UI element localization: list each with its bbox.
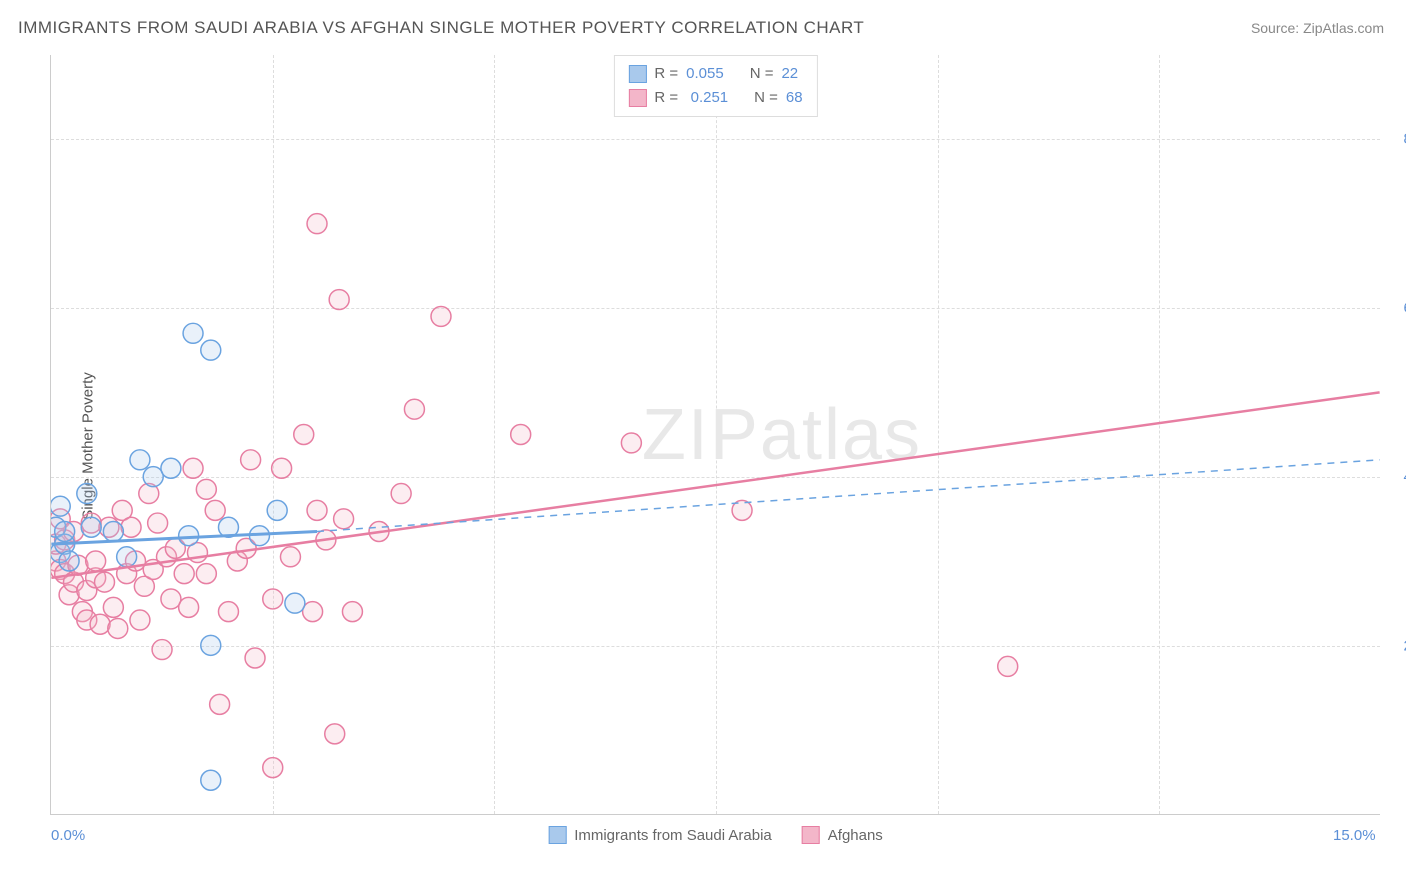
scatter-point	[272, 458, 292, 478]
scatter-point	[51, 496, 70, 516]
scatter-point	[179, 597, 199, 617]
scatter-point	[81, 517, 101, 537]
scatter-point	[148, 513, 168, 533]
scatter-point	[201, 770, 221, 790]
scatter-point	[391, 484, 411, 504]
scatter-point	[90, 614, 110, 634]
scatter-point	[183, 458, 203, 478]
scatter-point	[196, 479, 216, 499]
scatter-point	[263, 758, 283, 778]
trend-line	[51, 392, 1379, 578]
scatter-point	[174, 564, 194, 584]
scatter-point	[117, 547, 137, 567]
scatter-point	[201, 340, 221, 360]
legend-item-series1: Immigrants from Saudi Arabia	[548, 826, 772, 844]
scatter-point	[161, 458, 181, 478]
scatter-point	[59, 551, 79, 571]
chart-title: IMMIGRANTS FROM SAUDI ARABIA VS AFGHAN S…	[18, 18, 864, 38]
scatter-point	[103, 597, 123, 617]
scatter-point	[86, 551, 106, 571]
chart-container: IMMIGRANTS FROM SAUDI ARABIA VS AFGHAN S…	[0, 0, 1406, 892]
scatter-point	[152, 640, 172, 660]
scatter-point	[130, 450, 150, 470]
scatter-point	[179, 526, 199, 546]
legend-swatch-icon	[628, 65, 646, 83]
scatter-point	[210, 694, 230, 714]
legend-swatch-icon	[802, 826, 820, 844]
scatter-point	[241, 450, 261, 470]
scatter-point	[55, 521, 75, 541]
scatter-point	[329, 290, 349, 310]
source-attribution: Source: ZipAtlas.com	[1251, 20, 1384, 36]
scatter-point	[121, 517, 141, 537]
scatter-point	[285, 593, 305, 613]
scatter-point	[77, 484, 97, 504]
legend-row-series2: R = 0.251 N = 68	[628, 86, 802, 110]
scatter-point	[143, 467, 163, 487]
plot-area: ZIPatlas R = 0.055 N = 22 R = 0.251 N = …	[50, 55, 1380, 815]
scatter-point	[342, 602, 362, 622]
scatter-point	[205, 500, 225, 520]
series-legend: Immigrants from Saudi Arabia Afghans	[548, 826, 883, 844]
scatter-point	[161, 589, 181, 609]
scatter-point	[108, 618, 128, 638]
scatter-point	[95, 572, 115, 592]
scatter-point	[263, 589, 283, 609]
x-tick-label: 15.0%	[1333, 827, 1376, 844]
scatter-point	[245, 648, 265, 668]
scatter-point	[404, 399, 424, 419]
scatter-point	[325, 724, 345, 744]
scatter-point	[621, 433, 641, 453]
scatter-point	[334, 509, 354, 529]
legend-swatch-icon	[548, 826, 566, 844]
trend-line	[317, 460, 1380, 532]
correlation-legend: R = 0.055 N = 22 R = 0.251 N = 68	[613, 55, 817, 117]
scatter-point	[201, 635, 221, 655]
scatter-point	[183, 323, 203, 343]
scatter-point	[218, 602, 238, 622]
scatter-point	[307, 500, 327, 520]
scatter-point	[280, 547, 300, 567]
x-tick-label: 0.0%	[51, 827, 85, 844]
scatter-point	[130, 610, 150, 630]
scatter-point	[294, 425, 314, 445]
scatter-point	[267, 500, 287, 520]
legend-row-series1: R = 0.055 N = 22	[628, 62, 802, 86]
scatter-point	[196, 564, 216, 584]
legend-swatch-icon	[628, 89, 646, 107]
scatter-point	[303, 602, 323, 622]
scatter-point	[103, 521, 123, 541]
legend-item-series2: Afghans	[802, 826, 883, 844]
scatter-point	[431, 306, 451, 326]
scatter-point	[998, 656, 1018, 676]
scatter-point	[511, 425, 531, 445]
scatter-chart	[51, 55, 1380, 814]
scatter-point	[307, 214, 327, 234]
